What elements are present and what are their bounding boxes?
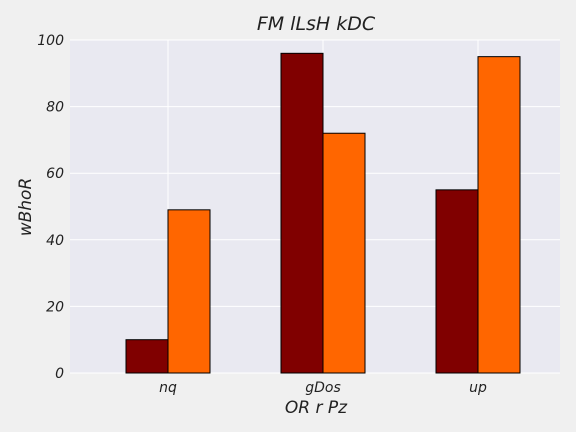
y-axis-ticks: 0 20 40 60 80 100 [37, 33, 64, 382]
x-tick-label-gDos: gDos [305, 380, 341, 396]
y-tick-label: 20 [46, 299, 64, 315]
chart-title: FM lLsH kDC [257, 13, 376, 35]
y-tick-label: 0 [55, 366, 64, 382]
bar-series-1-nq [125, 339, 169, 374]
bar-series-2-gDos [322, 132, 366, 374]
x-axis-ticks: nq gDos up [159, 380, 487, 396]
y-tick-label: 60 [46, 166, 64, 182]
bars [125, 52, 521, 374]
x-axis-label: OR r Pz [285, 398, 348, 418]
bar-series-2-nq [167, 209, 211, 374]
y-axis-label: wBhoR [16, 178, 36, 237]
x-tick-label-up: up [469, 380, 487, 396]
bar-series-2-up [477, 56, 521, 374]
y-tick-label: 40 [46, 233, 64, 249]
bar-series-1-gDos [280, 52, 324, 374]
x-tick-label-nq: nq [159, 380, 177, 396]
y-tick-label: 100 [37, 33, 64, 49]
y-tick-label: 80 [46, 100, 64, 116]
bar-series-1-up [435, 189, 479, 374]
